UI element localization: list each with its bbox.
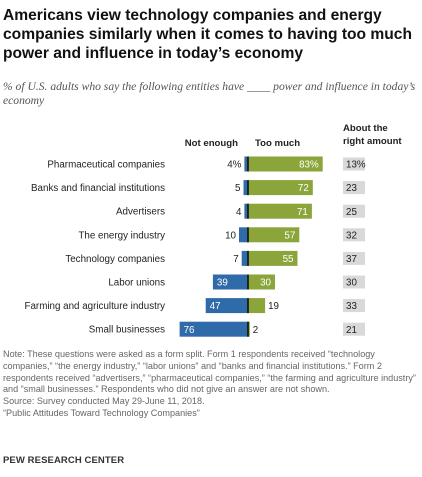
bar-too-much: [248, 298, 266, 314]
label-too-much: 83%: [299, 160, 319, 171]
axis-divider: [247, 227, 249, 243]
category-label: Labor unions: [108, 278, 165, 289]
axis-divider: [247, 298, 249, 314]
box-about-right: [343, 181, 365, 195]
category-label: Small businesses: [89, 325, 165, 336]
bar-not-enough: [244, 203, 248, 219]
bar-too-much: [248, 203, 312, 219]
label-about-right: 37: [346, 254, 357, 265]
label-too-much: 71: [297, 207, 308, 218]
bar-row: Technology companies 7 55 37: [65, 250, 365, 266]
bar-not-enough: [239, 227, 248, 243]
axis-divider: [247, 203, 249, 219]
axis-divider: [247, 180, 249, 196]
bar-row: The energy industry 10 57 32: [78, 227, 365, 243]
box-about-right: [343, 322, 365, 336]
label-not-enough: 4: [236, 207, 242, 218]
box-about-right: [343, 157, 365, 171]
header-about-right-line2: right amount: [343, 136, 402, 147]
label-not-enough: 7: [233, 254, 238, 265]
label-too-much: 19: [268, 301, 279, 312]
bar-not-enough: [212, 274, 248, 290]
bar-too-much: [248, 180, 313, 196]
box-about-right: [343, 275, 365, 289]
axis-divider: [247, 250, 249, 266]
label-not-enough: 47: [210, 301, 221, 312]
bar-row: Pharmaceutical companies 4% 83% 13%: [47, 156, 366, 172]
label-about-right: 21: [346, 325, 357, 336]
bar-not-enough: [244, 156, 248, 172]
pew-footer: PEW RESEARCH CENTER: [3, 455, 125, 466]
label-not-enough: 5: [235, 183, 241, 194]
bar-not-enough: [205, 298, 248, 314]
bar-not-enough: [243, 180, 248, 196]
bar-row: Labor unions 39 30 30: [108, 274, 365, 290]
header-too-much: Too much: [255, 138, 300, 149]
chart-title: Americans view technology companies and …: [3, 7, 412, 62]
label-too-much: 57: [284, 230, 295, 241]
label-about-right: 32: [346, 230, 357, 241]
axis-divider: [247, 156, 249, 172]
category-label: Farming and agriculture industry: [25, 301, 166, 312]
label-too-much: 72: [298, 183, 309, 194]
bar-not-enough: [179, 321, 248, 337]
header-not-enough: Not enough: [185, 138, 238, 149]
label-about-right: 33: [346, 301, 357, 312]
label-about-right: 23: [346, 183, 357, 194]
label-not-enough: 76: [184, 325, 195, 336]
axis-divider: [247, 274, 249, 290]
bar-too-much: [248, 274, 275, 290]
label-too-much: 30: [260, 278, 271, 289]
bar-too-much: [248, 227, 300, 243]
label-about-right: 30: [346, 278, 357, 289]
bar-row: Banks and financial institutions 5 72 23: [31, 180, 365, 196]
box-about-right: [343, 251, 365, 265]
bar-too-much: [248, 156, 323, 172]
bar-row: Farming and agriculture industry 47 19 33: [25, 298, 365, 314]
category-label: Pharmaceutical companies: [47, 160, 165, 171]
box-about-right: [343, 204, 365, 218]
chart-note: Note: These questions were asked as a fo…: [3, 349, 419, 420]
report-title: “Public Attitudes Toward Technology Comp…: [3, 407, 200, 418]
bar-too-much: [248, 321, 250, 337]
category-label: The energy industry: [78, 230, 165, 241]
category-label: Advertisers: [116, 207, 165, 218]
header-about-right-line1: About the: [343, 123, 388, 134]
note-text: Note: These questions were asked as a fo…: [3, 349, 416, 395]
chart-subtitle: % of U.S. adults who say the following e…: [3, 80, 416, 107]
label-not-enough: 39: [217, 278, 228, 289]
label-not-enough: 4%: [227, 160, 241, 171]
label-about-right: 13%: [346, 160, 366, 171]
category-label: Banks and financial institutions: [31, 183, 165, 194]
source-text: Source: Survey conducted May 29-June 11,…: [3, 396, 205, 407]
label-not-enough: 10: [225, 230, 236, 241]
box-about-right: [343, 299, 365, 313]
bar-row: Advertisers 4 71 25: [116, 203, 365, 219]
label-too-much: 55: [283, 254, 294, 265]
axis-divider: [247, 321, 249, 337]
bar-row: Small businesses 76 2 21: [89, 321, 365, 337]
bar-too-much: [248, 250, 298, 266]
label-about-right: 25: [346, 207, 357, 218]
bar-not-enough: [241, 250, 248, 266]
category-label: Technology companies: [65, 254, 165, 265]
box-about-right: [343, 228, 365, 242]
label-too-much: 2: [253, 325, 258, 336]
